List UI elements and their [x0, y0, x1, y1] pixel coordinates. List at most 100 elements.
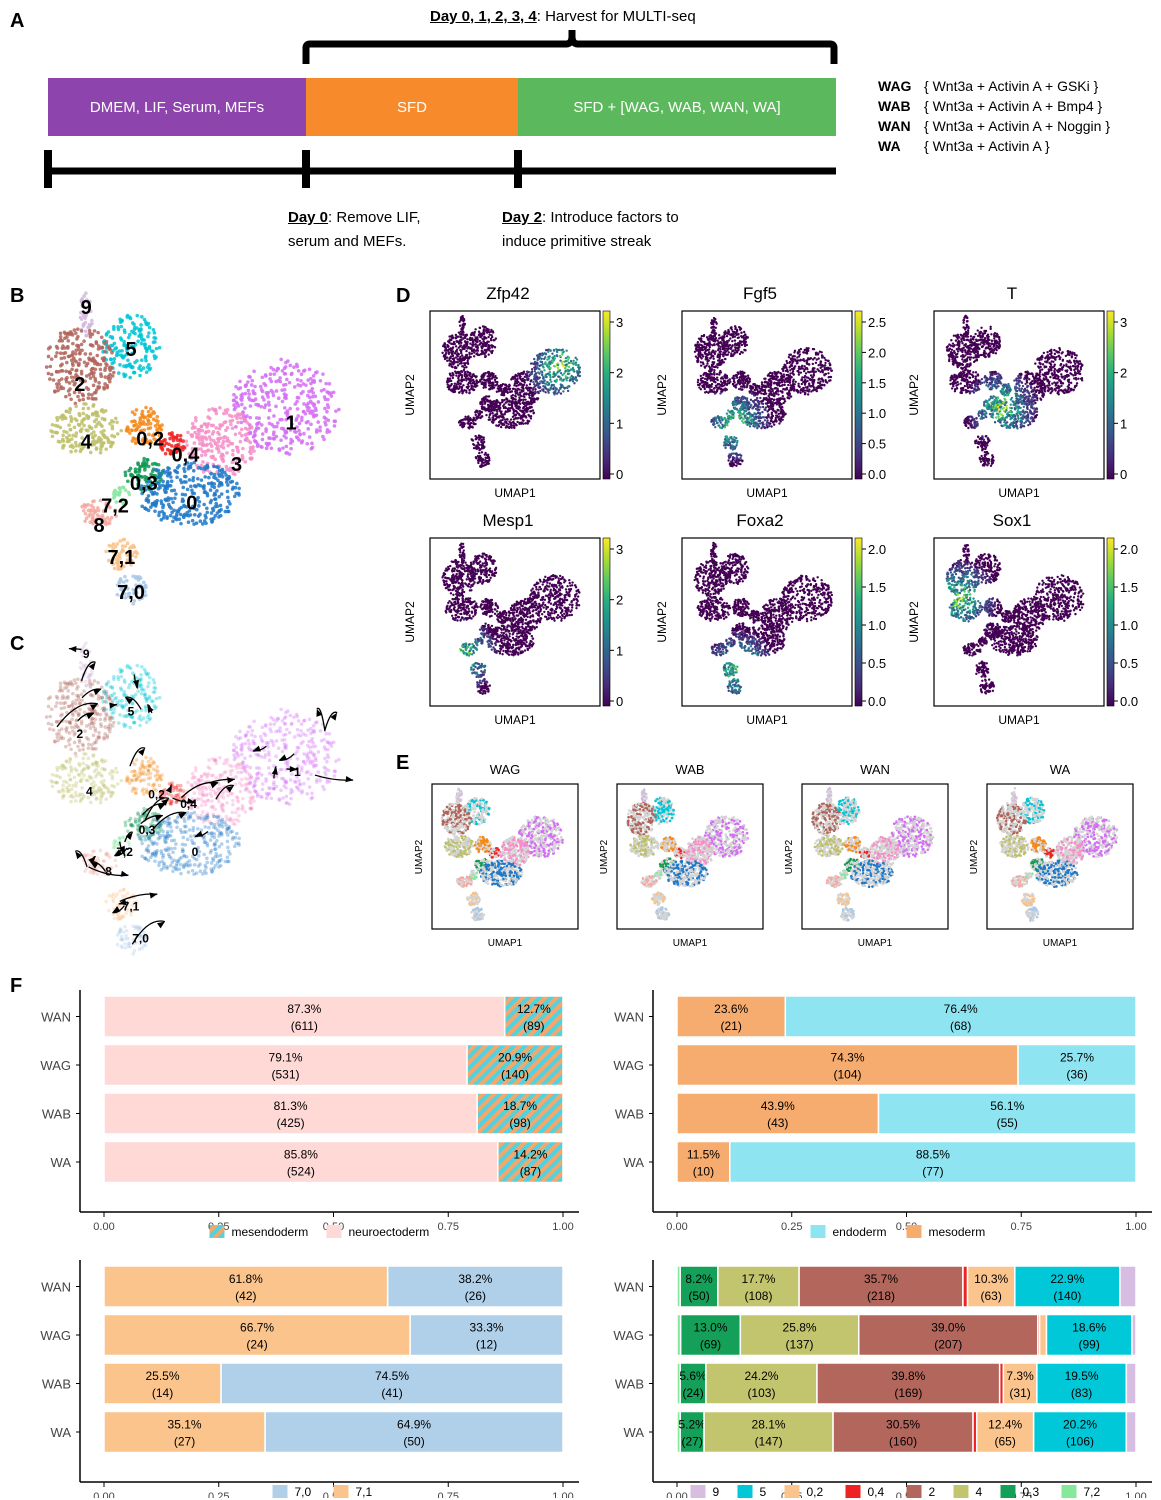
bar-segment: [798, 1265, 964, 1308]
colorbar-tick: 0: [616, 467, 623, 482]
bar-count-label: (147): [755, 1435, 783, 1449]
bar-count-label: (137): [786, 1338, 814, 1352]
gene-expression-grid: Zfp42 3 2 1 0 UMAP1 UMAP2 Fgf5 2.5 2.0 1.5 1.0 0.5 0.…: [400, 280, 1160, 730]
bar-segment: [497, 1140, 564, 1184]
recipe-wag: WAG{ Wnt3a + Activin A + GSKi }: [878, 76, 1098, 96]
condition-title: WAB: [675, 762, 704, 777]
umap-y-label: UMAP2: [784, 839, 795, 874]
bar-count-label: (218): [867, 1289, 895, 1303]
bar-chart-1: WAN 87.3% (611) 12.7% (89) WAG 79.1% (531) 20.9%…: [40, 990, 579, 1239]
bar-percent-label: 64.9%: [397, 1418, 431, 1432]
condition-title: WAN: [860, 762, 890, 777]
panel-letter-d: D: [396, 285, 410, 308]
bar-segment: [1002, 1362, 1038, 1405]
legend-swatch: [810, 1225, 826, 1238]
bar-count-label: (104): [834, 1068, 862, 1082]
bar-segment: [103, 1313, 411, 1357]
cluster-label: 7,0: [117, 582, 145, 604]
timeline-segment-sfd: SFD: [306, 78, 518, 136]
harvest-text: : Harvest for MULTI-seq: [537, 8, 696, 25]
velocity-arrowhead: [157, 921, 165, 929]
bar-chart-2: WAN 23.6% (21) 76.4% (68) WAG 74.3% (104) 25.7% (…: [613, 990, 1152, 1239]
velocity-arrowhead: [75, 851, 83, 860]
umap-x-label: UMAP1: [746, 486, 788, 500]
bar-segment: [1131, 1313, 1137, 1357]
category-label: WA: [624, 1155, 645, 1170]
bar-count-label: (55): [997, 1116, 1018, 1130]
bar-segment: [220, 1362, 564, 1405]
velocity-arrowhead: [149, 892, 158, 899]
gene-umap-t: T 3 2 1 0 UMAP1 UMAP2: [907, 284, 1127, 500]
bar-percent-label: 24.2%: [744, 1369, 778, 1383]
bar-percent-label: 5.6%: [679, 1369, 707, 1383]
bar-count-label: (43): [767, 1116, 788, 1130]
bar-segment: [103, 1092, 478, 1135]
velocity-arrowhead: [89, 703, 98, 711]
timeline-segment-factors: SFD + [WAG, WAB, WAN, WA]: [518, 78, 836, 136]
category-label: WAB: [42, 1107, 71, 1122]
colorbar-tick: 0.0: [868, 467, 886, 482]
colorbar-tick: 0.5: [1120, 656, 1138, 671]
velocity-arrowhead: [161, 798, 169, 806]
velocity-streamline: [129, 747, 146, 767]
colorbar-tick: 1.0: [1120, 618, 1138, 633]
umap-x-label: UMAP1: [494, 713, 536, 727]
velocity-cluster-label: 1: [294, 765, 301, 779]
bar-percent-label: 39.8%: [891, 1369, 925, 1383]
cluster-label: 0,2: [136, 428, 164, 450]
condition-umap-wab: WAB UMAP1 UMAP2: [599, 762, 764, 949]
bar-count-label: (21): [720, 1019, 741, 1033]
bar-count-label: (41): [381, 1386, 402, 1400]
colorbar-tick: 3: [1120, 315, 1127, 330]
umap-x-label: UMAP1: [1043, 938, 1078, 949]
velocity-cluster-label: 4: [86, 784, 93, 798]
gene-title: Mesp1: [482, 511, 533, 530]
bar-segment: [103, 1362, 222, 1405]
bar-count-label: (611): [291, 1019, 318, 1033]
umap-clusters: 9 5 2 1 4 0,2 0,4 3 0,37,2 0 87,1 7,0: [44, 291, 341, 606]
velocity-arrowhead: [86, 713, 95, 720]
velocity-arrowhead: [316, 708, 323, 717]
velocity-cluster-label: 8: [105, 864, 112, 878]
colorbar-tick: 3: [616, 542, 623, 557]
bar-percent-label: 61.8%: [229, 1272, 263, 1286]
velocity-arrowhead: [118, 899, 127, 906]
legend-label: endoderm: [833, 1225, 887, 1239]
bar-percent-label: 12.4%: [988, 1418, 1022, 1432]
panel-letter-e: E: [396, 752, 409, 775]
bar-count-label: (65): [995, 1435, 1016, 1449]
velocity-arrowhead: [88, 662, 96, 671]
stacked-bar-charts: WAN 87.3% (611) 12.7% (89) WAG 79.1% (531) 20.9%…: [40, 990, 1152, 1498]
bar-percent-label: 39.0%: [931, 1321, 965, 1335]
x-tick-label: 0.75: [1011, 1221, 1032, 1233]
bar-count-label: (108): [744, 1289, 772, 1303]
bar-percent-label: 5.2%: [678, 1418, 706, 1432]
category-label: WAN: [614, 1010, 644, 1025]
x-tick-label: 0.75: [438, 1221, 459, 1233]
bar-segment: [784, 995, 1137, 1038]
day0-note: Day 0: Remove LIF, serum and MEFs.: [288, 206, 421, 254]
x-tick-label: 0.00: [666, 1221, 687, 1233]
bar-count-label: (63): [981, 1289, 1002, 1303]
bar-segment: [103, 1265, 389, 1308]
velocity-streamline: [140, 814, 163, 825]
timeline-segment-culture: DMEM, LIF, Serum, MEFs: [48, 78, 306, 136]
bar-percent-label: 88.5%: [916, 1148, 950, 1162]
gene-umap-foxa2: Foxa2 2.0 1.5 1.0 0.5 0.0 UMAP1 UMAP2: [655, 511, 886, 727]
velocity-arrowhead: [93, 689, 102, 696]
bar-count-label: (50): [688, 1289, 709, 1303]
velocity-arrowhead: [88, 856, 96, 865]
bar-percent-label: 25.7%: [1060, 1051, 1094, 1065]
bar-segment: [103, 1043, 468, 1087]
bar-segment: [466, 1043, 564, 1087]
x-tick-label: 0.75: [1011, 1491, 1032, 1498]
bar-segment: [679, 1313, 742, 1357]
velocity-streamline: [180, 781, 219, 799]
cluster-label: 0,3: [130, 473, 158, 495]
bar-percent-label: 23.6%: [714, 1002, 748, 1016]
colorbar-tick: 1: [616, 643, 623, 658]
gene-title: Zfp42: [486, 284, 529, 303]
bar-percent-label: 35.7%: [864, 1272, 898, 1286]
condition-title: WAG: [490, 762, 521, 777]
condition-umap-wag: WAG UMAP1 UMAP2: [414, 762, 579, 949]
